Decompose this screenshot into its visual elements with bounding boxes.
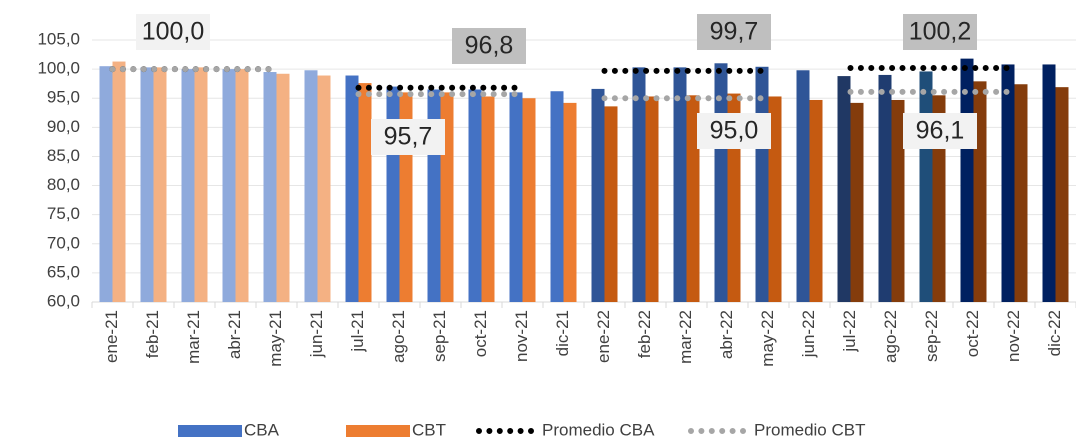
bar [686,95,700,302]
bar [1001,64,1015,302]
annotation: 96,8 [465,32,514,60]
bar [1042,64,1056,302]
bar [304,70,318,302]
bar [345,75,359,302]
x-tick-label: dic-22 [1045,310,1064,356]
x-tick-label: jul-22 [840,310,859,353]
y-tick-label: 80,0 [47,175,80,194]
bar [481,96,495,302]
y-tick-label: 70,0 [47,233,80,252]
bar [632,67,646,302]
annotation: 95,7 [384,123,433,151]
bar [468,89,482,302]
x-tick-label: ago-21 [389,310,408,363]
bar [276,73,290,302]
x-tick-label: sep-22 [922,310,941,362]
y-tick-label: 85,0 [47,146,80,165]
bar [809,99,823,302]
bar [796,70,810,302]
y-tick-label: 100,0 [37,59,80,78]
bar [878,74,892,302]
legend-label: Promedio CBT [754,420,865,439]
annotation-box [697,113,771,149]
x-tick-label: oct-21 [471,310,490,357]
x-tick-label: ago-22 [881,310,900,363]
bar [112,61,126,302]
bar [591,88,605,302]
bar [1055,87,1069,302]
bar [919,71,933,302]
x-tick-label: jun-22 [799,310,818,358]
x-tick-label: oct-22 [963,310,982,357]
bar [358,83,372,302]
x-tick-label: ene-22 [594,310,613,363]
x-tick-label: dic-21 [553,310,572,356]
y-tick-label: 105,0 [37,29,80,48]
annotation: 99,7 [710,18,759,46]
bar [891,99,905,302]
bar [673,67,687,302]
x-tick-label: abr-22 [717,310,736,359]
annotation-box [371,119,445,155]
annotation-box [136,14,210,50]
annotation: 95,0 [710,117,759,145]
x-tick-label: nov-22 [1004,310,1023,362]
bar [768,96,782,302]
bar [645,96,659,302]
y-tick-label: 95,0 [47,88,80,107]
annotation: 100,2 [909,18,972,46]
bar [235,69,249,302]
legend-swatch [346,425,410,437]
x-tick-label: jul-21 [348,310,367,353]
x-tick-label: feb-21 [143,310,162,358]
bar [194,67,208,302]
annotation-box [903,113,977,149]
bar [960,58,974,303]
legend-label: CBT [412,420,446,439]
annotation: 96,1 [916,117,965,145]
legend-label: Promedio CBA [542,420,655,439]
x-tick-label: mar-22 [676,310,695,364]
bar [317,75,331,302]
bar [140,67,154,302]
x-tick-label: abr-21 [225,310,244,359]
bar [386,86,400,302]
bar [550,91,564,302]
bar [181,69,195,302]
x-tick-label: mar-21 [184,310,203,364]
x-tick-label: may-21 [266,310,285,367]
average-line [109,66,1018,102]
bar [1014,84,1028,302]
legend-label: CBA [244,420,280,439]
bar [522,98,536,302]
bar [563,102,577,302]
bar [222,69,236,302]
bar [755,66,769,302]
bar [604,106,618,302]
bar [263,72,277,303]
bar [153,67,167,302]
x-tick-label: may-22 [758,310,777,367]
x-tick-label: feb-22 [635,310,654,358]
bar [850,102,864,302]
y-tick-label: 90,0 [47,117,80,136]
x-tick-label: sep-21 [430,310,449,362]
x-tick-label: ene-21 [102,310,121,363]
x-tick-label: jun-21 [307,310,326,358]
y-tick-label: 75,0 [47,204,80,223]
annotation: 100,0 [142,18,205,46]
y-tick-label: 65,0 [47,262,80,281]
annotation-box [903,14,977,50]
annotation-box [697,14,771,50]
bar [99,66,113,302]
bar [509,92,523,303]
bar [837,76,851,302]
legend-swatch [178,425,242,437]
annotation-box [452,28,526,64]
y-tick-label: 60,0 [47,291,80,310]
x-tick-label: nov-21 [512,310,531,362]
